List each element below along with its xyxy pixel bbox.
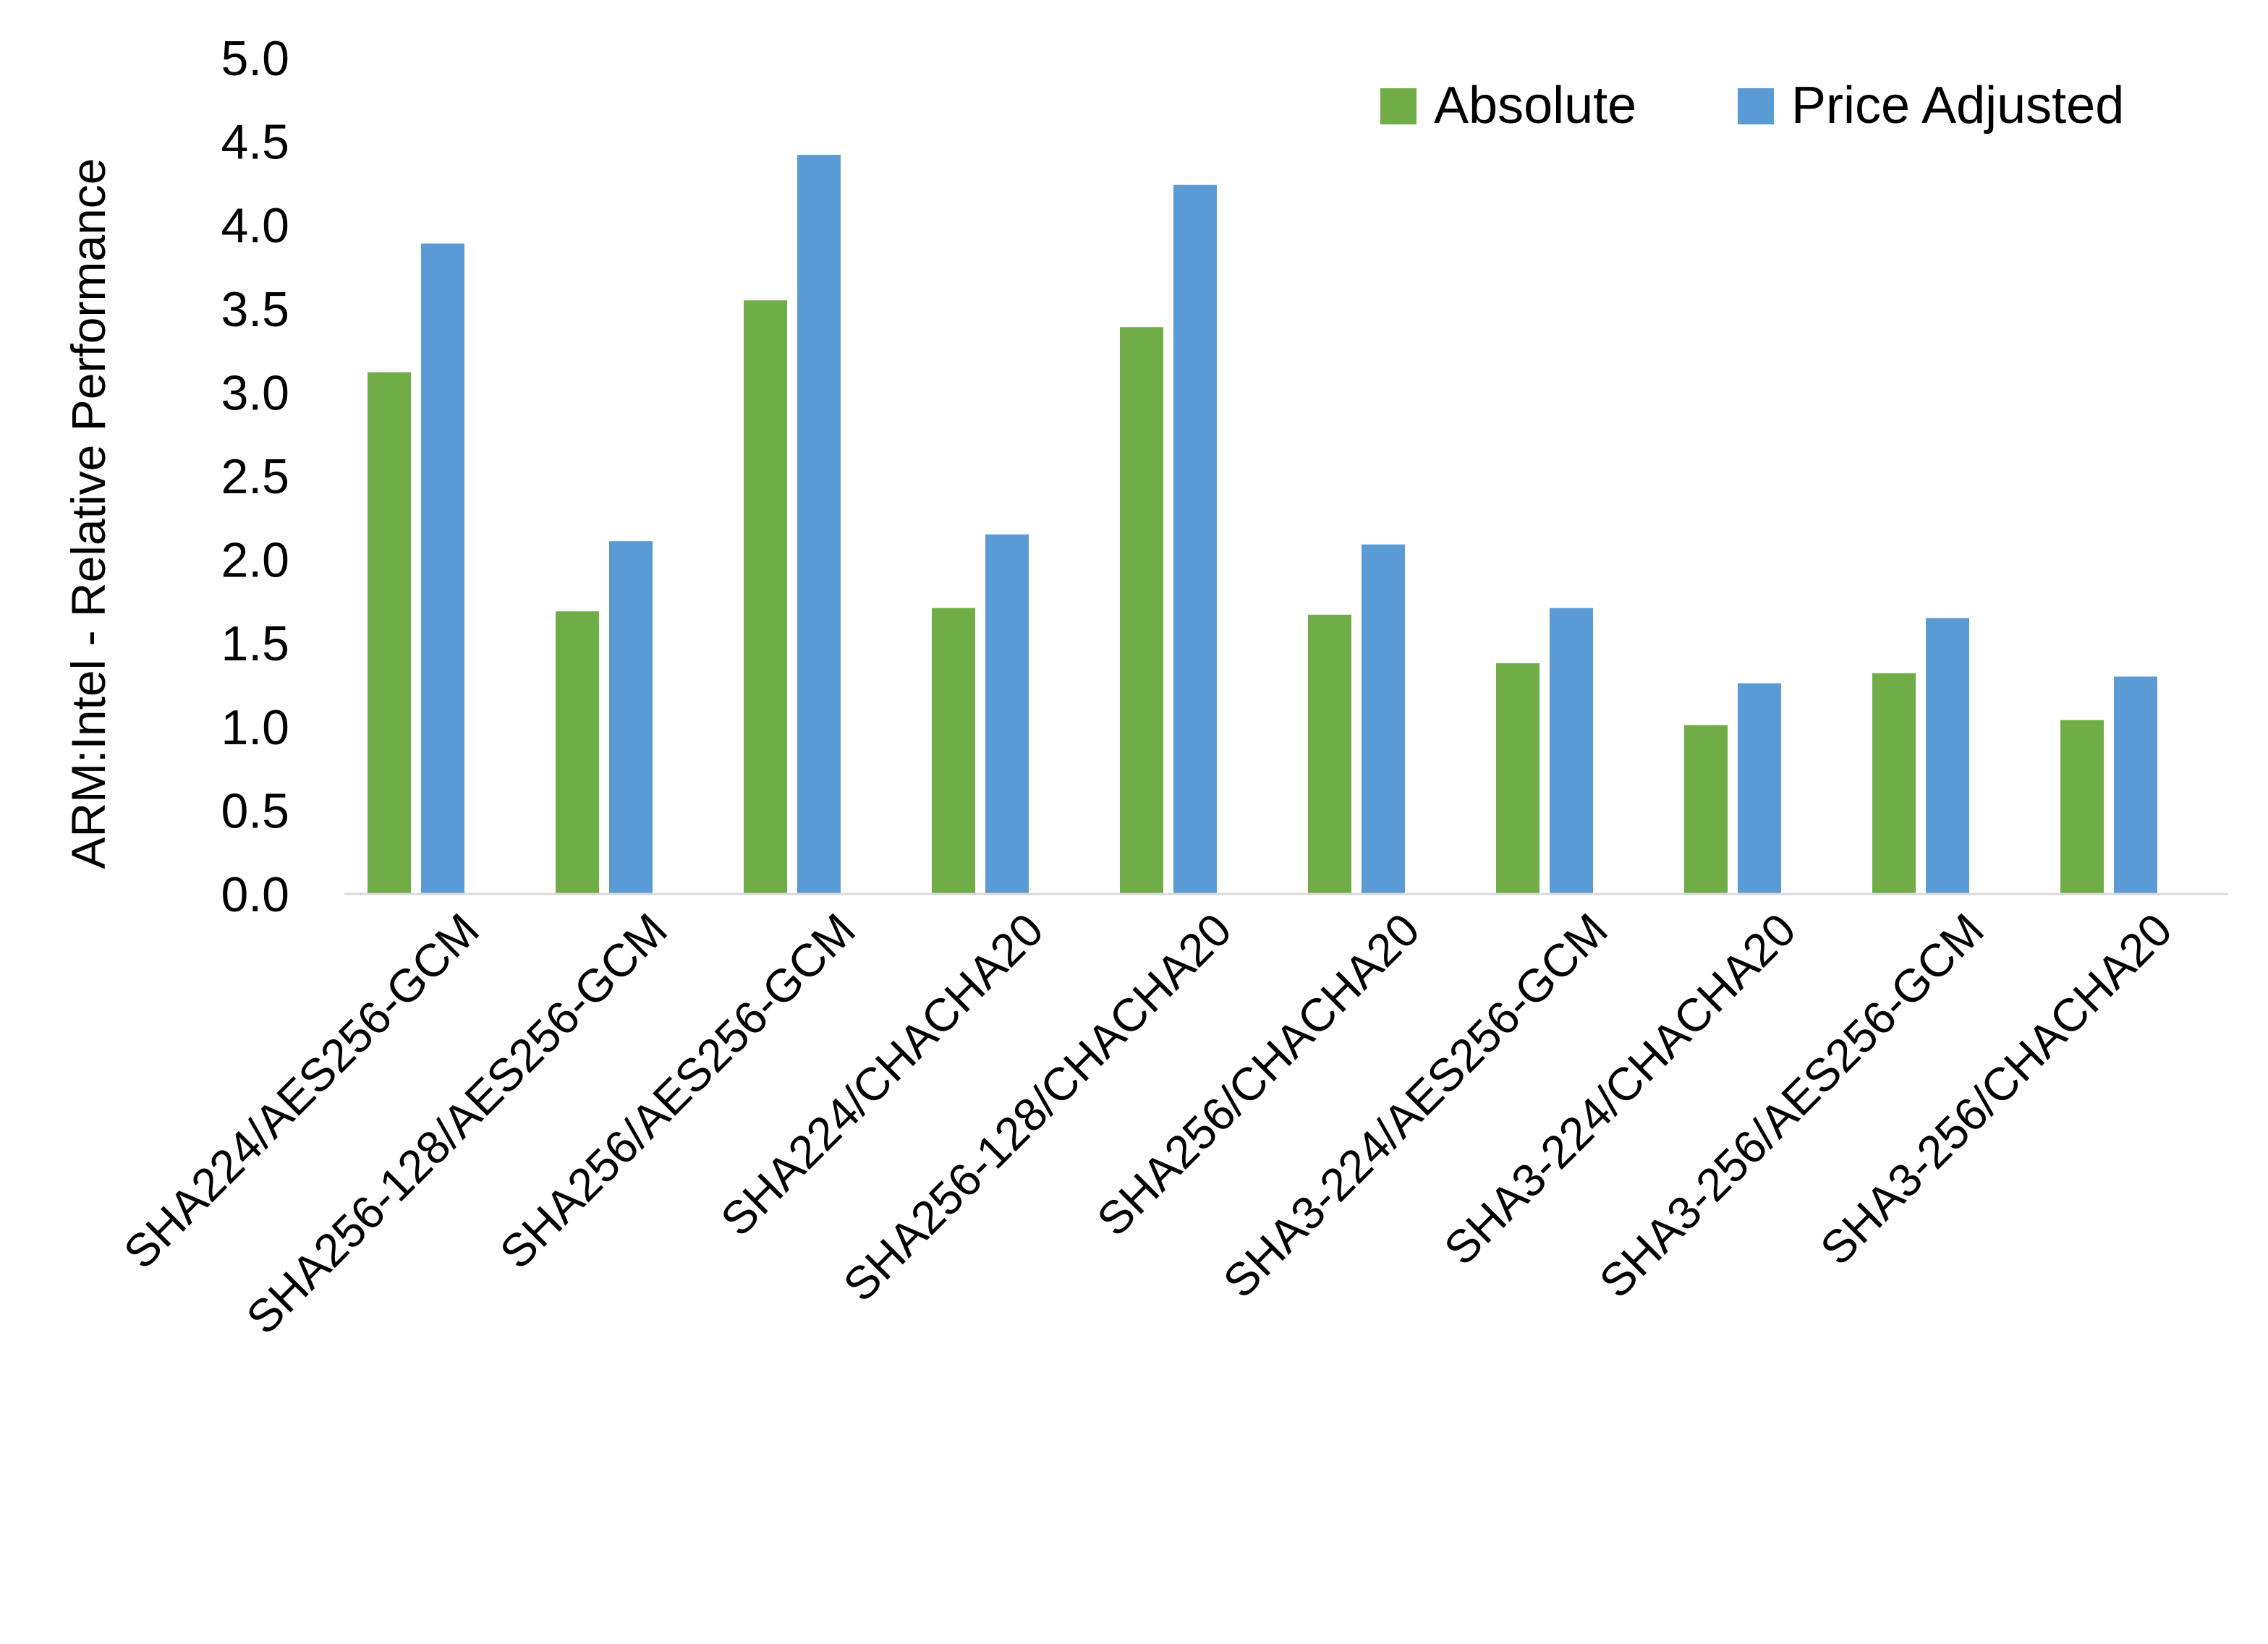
bar-absolute (2060, 720, 2104, 894)
bar-price-adjusted (1926, 618, 1969, 894)
bar-absolute (1496, 663, 1539, 894)
x-tick-label: SHA224/AES256-GCM (114, 903, 489, 1279)
y-tick-label: 0.5 (221, 783, 289, 838)
y-tick-label: 5.0 (221, 31, 289, 86)
x-tick-label: SHA256-128/CHACHA20 (833, 903, 1241, 1311)
x-tick-label: SHA3-256/AES256-GCM (1589, 903, 1994, 1308)
y-tick-label: 3.5 (221, 282, 289, 337)
bar-price-adjusted (421, 243, 464, 895)
bar-absolute (368, 372, 411, 894)
bar-price-adjusted (1550, 608, 1593, 894)
legend-label-price-adjusted: Price Adjusted (1791, 77, 2124, 135)
bar-price-adjusted (2114, 676, 2157, 894)
y-tick-label: 2.0 (221, 533, 289, 588)
bar-price-adjusted (1362, 544, 1405, 894)
bar-price-adjusted (1738, 683, 1781, 894)
bar-absolute (1684, 725, 1728, 894)
y-tick-label: 2.5 (221, 449, 289, 504)
y-tick-label: 1.5 (221, 616, 289, 671)
y-tick-label: 4.5 (221, 115, 289, 170)
bar-absolute (1308, 614, 1351, 894)
y-axis-label: ARM:Intel - Relative Performance (61, 158, 115, 869)
bar-price-adjusted (609, 541, 653, 894)
bar-absolute (556, 611, 599, 894)
x-tick-label: SHA3-224/AES256-GCM (1213, 903, 1618, 1308)
x-tick-label: SHA224/CHACHA20 (710, 903, 1053, 1245)
legend-swatch-absolute (1380, 88, 1417, 124)
bar-absolute (744, 300, 787, 894)
legend-swatch-price-adjusted (1738, 88, 1774, 124)
bar-price-adjusted (1173, 184, 1217, 894)
x-tick-label: SHA3-256/CHACHA20 (1810, 903, 2182, 1275)
bar-absolute (1872, 673, 1916, 894)
bar-absolute (932, 608, 975, 894)
bar-price-adjusted (985, 534, 1029, 894)
y-tick-label: 3.0 (221, 365, 289, 420)
x-tick-label: SHA256/AES256-GCM (490, 903, 865, 1279)
legend-label-absolute: Absolute (1434, 77, 1636, 135)
x-tick-label: SHA256/CHACHA20 (1087, 903, 1429, 1245)
x-tick-label: SHA3-224/CHACHA20 (1434, 903, 1806, 1275)
bar-price-adjusted (797, 155, 841, 894)
bar-absolute (1120, 327, 1163, 894)
y-tick-label: 0.0 (221, 867, 289, 922)
y-tick-label: 4.0 (221, 198, 289, 253)
y-tick-label: 1.0 (221, 700, 289, 755)
legend: Absolute Price Adjusted (1380, 77, 2124, 135)
